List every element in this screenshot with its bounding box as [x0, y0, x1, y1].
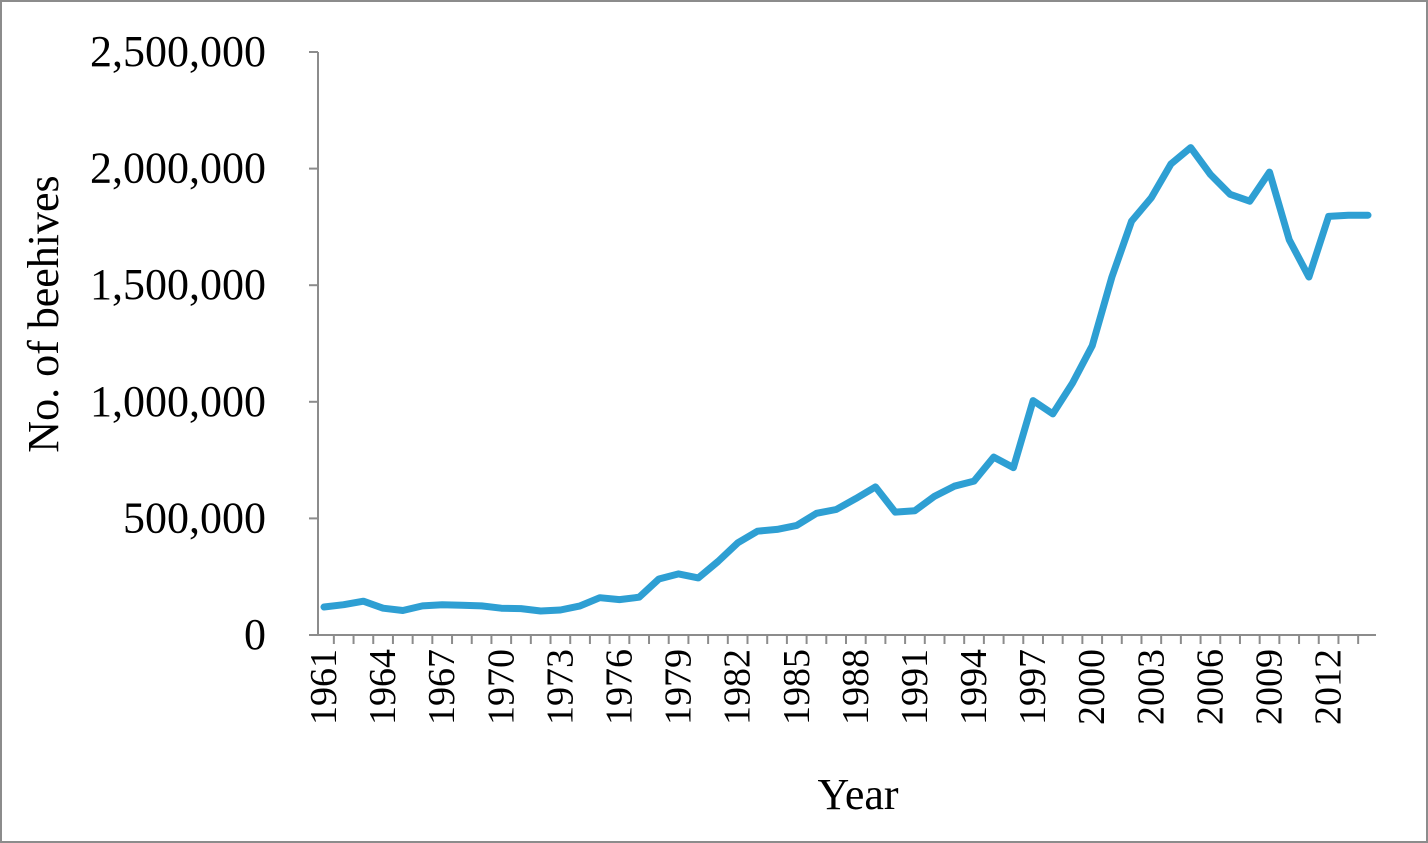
series-group [320, 144, 1372, 615]
x-tick-label: 1976 [598, 649, 640, 725]
x-tick-label: 1973 [539, 649, 581, 725]
series-line-beehives [320, 144, 1372, 615]
y-tick-label: 0 [244, 610, 266, 659]
x-tick-label: 1988 [835, 649, 877, 725]
x-tick-label: 1964 [362, 649, 404, 725]
x-tick-label: 2003 [1130, 649, 1172, 725]
y-tick-label: 1,500,000 [90, 260, 266, 309]
x-tick-label: 2012 [1308, 649, 1350, 725]
x-tick-label: 2006 [1189, 649, 1231, 725]
x-tick-label: 1970 [480, 649, 522, 725]
y-tick-label: 1,000,000 [90, 377, 266, 426]
x-tick-label: 1982 [717, 649, 759, 725]
x-tick-label: 2009 [1249, 649, 1291, 725]
y-tick-label: 2,500,000 [90, 27, 266, 76]
x-tick-label: 1979 [658, 649, 700, 725]
x-tick-label: 1985 [776, 649, 818, 725]
x-axis-title: Year [817, 770, 898, 819]
x-tick-label: 2000 [1071, 649, 1113, 725]
x-tick-label: 1967 [421, 649, 463, 725]
y-tick-label: 2,000,000 [90, 144, 266, 193]
y-tick-label: 500,000 [123, 493, 266, 542]
x-tick-label: 1991 [894, 649, 936, 725]
x-tick-label: 1961 [303, 649, 345, 725]
y-axis: 0 500,000 1,000,000 1,500,000 2,000,000 2,500… [90, 27, 319, 659]
y-axis-title: No. of beehives [19, 175, 68, 452]
x-axis: 1961 1964 1967 1970 1973 1976 1979 1982 1985 1988… [303, 634, 1376, 725]
x-tick-label: 1997 [1012, 649, 1054, 725]
x-tick-label: 1994 [953, 649, 995, 725]
